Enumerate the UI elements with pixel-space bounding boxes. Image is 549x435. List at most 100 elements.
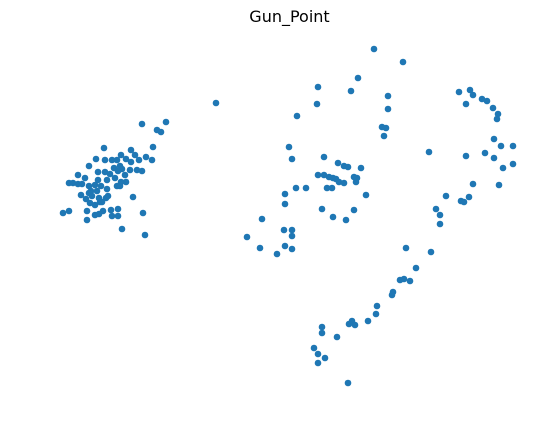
scatter-point-119: [94, 168, 102, 176]
scatter-point-72: [509, 160, 517, 168]
scatter-point-153: [129, 193, 137, 201]
scatter-point-43: [350, 206, 358, 214]
scatter-point-167: [118, 225, 126, 233]
scatter-point-90: [373, 302, 381, 310]
scatter-point-67: [490, 154, 498, 162]
scatter-point-2: [354, 74, 362, 82]
scatter-point-150: [113, 182, 121, 190]
scatter-point-34: [353, 174, 361, 182]
scatter-point-163: [83, 216, 91, 224]
scatter-point-6: [313, 100, 321, 108]
scatter-point-19: [149, 143, 157, 151]
scatter-point-4: [347, 87, 355, 95]
scatter-point-113: [135, 156, 143, 164]
scatter-point-152: [117, 178, 125, 186]
scatter-point-24: [357, 164, 365, 172]
scatter-point-165: [65, 207, 73, 215]
scatter-point-56: [466, 86, 474, 94]
scatter-point-106: [101, 156, 109, 164]
scatter-point-52: [256, 244, 264, 252]
scatter-point-48: [288, 226, 296, 234]
scatter-point-79: [432, 205, 440, 213]
scatter-point-134: [69, 179, 77, 187]
scatter-point-35: [292, 184, 300, 192]
scatter-point-16: [380, 132, 388, 140]
scatter-point-116: [113, 156, 121, 164]
scatter-point-84: [412, 264, 420, 272]
scatter-point-38: [323, 184, 331, 192]
scatter-point-58: [462, 100, 470, 108]
scatter-point-89: [388, 291, 396, 299]
scatter-point-31: [340, 179, 348, 187]
scatter-point-147: [91, 201, 99, 209]
scatter-point-172: [114, 167, 122, 175]
scatter-point-97: [318, 329, 326, 337]
scatter-point-157: [95, 210, 103, 218]
scatter-point-21: [334, 159, 342, 167]
scatter-point-151: [77, 191, 85, 199]
scatter-point-168: [141, 231, 149, 239]
scatter-point-3: [314, 83, 322, 91]
scatter-point-126: [81, 174, 89, 182]
scatter-point-41: [362, 191, 370, 199]
scatter-point-83: [427, 248, 435, 256]
scatter-point-51: [281, 242, 289, 250]
scatter-point-76: [465, 193, 473, 201]
scatter-point-82: [402, 244, 410, 252]
scatter-point-20: [320, 153, 328, 161]
scatter-point-122: [126, 166, 134, 174]
scatter-point-94: [364, 317, 372, 325]
scatter-point-73: [469, 180, 477, 188]
scatter-point-144: [82, 195, 90, 203]
scatter-point-54: [273, 250, 281, 258]
scatter-point-103: [344, 379, 352, 387]
scatter-point-40: [281, 200, 289, 208]
scatter-point-9: [293, 112, 301, 120]
scatter-point-99: [310, 344, 318, 352]
scatter-point-127: [101, 168, 109, 176]
scatter-point-5: [212, 99, 220, 107]
scatter-point-136: [78, 180, 86, 188]
scatter-point-44: [329, 213, 337, 221]
scatter-point-81: [436, 220, 444, 228]
scatter-point-87: [406, 277, 414, 285]
scatter-point-65: [462, 152, 470, 160]
scatter-point-64: [425, 148, 433, 156]
scatter-point-63: [493, 115, 501, 123]
scatter-point-18: [288, 155, 296, 163]
scatter-point-23: [344, 163, 352, 171]
scatter-point-160: [114, 212, 122, 220]
scatter-point-132: [121, 171, 129, 179]
scatter-point-49: [288, 232, 296, 240]
scatter-point-71: [499, 164, 507, 172]
scatter-point-128: [103, 176, 111, 184]
scatter-point-39: [281, 190, 289, 198]
scatter-point-170: [94, 176, 102, 184]
scatter-point-91: [372, 310, 380, 318]
scatter-point-112: [142, 153, 150, 161]
scatter-point-50: [243, 233, 251, 241]
scatter-point-62: [494, 110, 502, 118]
scatter-point-45: [342, 216, 350, 224]
scatter-point-15: [382, 124, 390, 132]
scatter-point-162: [83, 207, 91, 215]
scatter-point-59: [478, 95, 486, 103]
scatter-point-118: [85, 162, 93, 170]
scatter-point-60: [483, 97, 491, 105]
scatter-point-70: [509, 142, 517, 150]
scatter-point-55: [455, 88, 463, 96]
scatter-point-53: [288, 245, 296, 253]
scatter-point-46: [258, 215, 266, 223]
scatter-point-10: [162, 118, 170, 126]
scatter-point-1: [399, 58, 407, 66]
scatter-point-166: [139, 209, 147, 217]
scatter-point-137: [85, 182, 93, 190]
scatter-point-30: [335, 178, 343, 186]
scatter-point-57: [469, 91, 477, 99]
scatter-point-123: [133, 166, 141, 174]
scatter-point-171: [96, 198, 104, 206]
scatter-point-104: [100, 144, 108, 152]
scatter-point-109: [127, 146, 135, 154]
scatter-point-142: [93, 187, 101, 195]
